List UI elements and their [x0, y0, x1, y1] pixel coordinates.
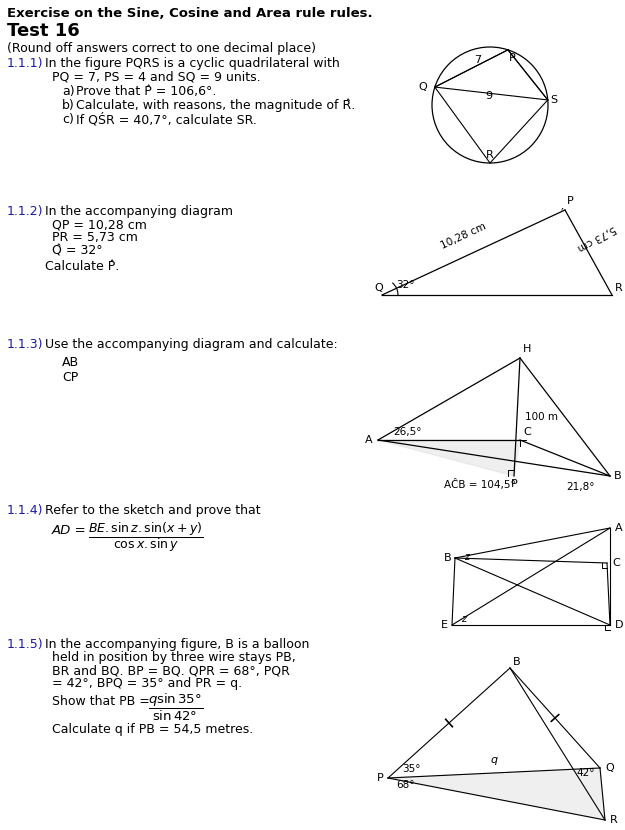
Text: 32°: 32°: [396, 280, 414, 290]
Text: c): c): [62, 113, 74, 126]
Text: 1.1.3): 1.1.3): [7, 338, 44, 351]
Text: z: z: [464, 552, 469, 562]
Text: R: R: [610, 815, 618, 825]
Text: Test 16: Test 16: [7, 22, 80, 40]
Text: If QŚR = 40,7°, calculate SR.: If QŚR = 40,7°, calculate SR.: [76, 113, 257, 126]
Text: $\dfrac{BE \mathit{.} \sin z \mathit{.} \sin(x+y)}{\cos x \mathit{.} \sin y}$: $\dfrac{BE \mathit{.} \sin z \mathit{.} …: [88, 520, 204, 554]
Text: 26,5°: 26,5°: [393, 427, 421, 437]
Text: D: D: [615, 620, 624, 630]
Text: 5,73 cm: 5,73 cm: [576, 223, 618, 252]
Text: In the figure PQRS is a cyclic quadrilateral with: In the figure PQRS is a cyclic quadrilat…: [45, 57, 340, 70]
Text: ′: ′: [561, 206, 564, 219]
Text: In the accompanying diagram: In the accompanying diagram: [45, 205, 233, 218]
Text: 1.1.5): 1.1.5): [7, 638, 44, 651]
Text: (Round off answers correct to one decimal place): (Round off answers correct to one decima…: [7, 42, 316, 55]
Polygon shape: [388, 768, 605, 820]
Text: b): b): [62, 99, 75, 112]
Text: AB: AB: [62, 356, 79, 369]
Text: PQ = 7, PS = 4 and SQ = 9 units.: PQ = 7, PS = 4 and SQ = 9 units.: [52, 70, 261, 83]
Text: Calculate q if PB = 54,5 metres.: Calculate q if PB = 54,5 metres.: [52, 723, 253, 736]
Text: P: P: [509, 53, 515, 63]
Text: P: P: [511, 479, 518, 489]
Text: B: B: [513, 657, 521, 667]
Text: H: H: [523, 344, 531, 354]
Text: Q: Q: [419, 82, 428, 92]
Text: QP = 10,28 cm: QP = 10,28 cm: [52, 218, 147, 231]
Text: 1.1.1): 1.1.1): [7, 57, 44, 70]
Text: 10,28 cm: 10,28 cm: [439, 221, 488, 251]
Text: PR = 5,73 cm: PR = 5,73 cm: [52, 231, 138, 244]
Text: Calculate P̂.: Calculate P̂.: [45, 260, 119, 273]
Text: AĈB = 104,5°: AĈB = 104,5°: [444, 479, 516, 490]
Text: R: R: [486, 150, 494, 160]
Polygon shape: [378, 440, 520, 476]
Text: P: P: [567, 196, 574, 206]
Text: 9: 9: [485, 90, 492, 100]
Text: BR and BQ. BP = BQ. QPR = 68°, PQR: BR and BQ. BP = BQ. QPR = 68°, PQR: [52, 664, 290, 677]
Text: B: B: [444, 553, 452, 563]
Text: C: C: [612, 558, 620, 568]
Text: 21,8°: 21,8°: [566, 482, 595, 492]
Text: Calculate, with reasons, the magnitude of R̂.: Calculate, with reasons, the magnitude o…: [76, 99, 355, 113]
Text: In the accompanying figure, B is a balloon: In the accompanying figure, B is a ballo…: [45, 638, 309, 651]
Text: 7: 7: [474, 56, 481, 66]
Text: $\dfrac{q \sin 35°}{\sin 42°}$: $\dfrac{q \sin 35°}{\sin 42°}$: [148, 692, 203, 723]
Text: Prove that P̂ = 106,6°.: Prove that P̂ = 106,6°.: [76, 85, 216, 98]
Text: Q: Q: [605, 763, 614, 773]
Text: 68°: 68°: [396, 780, 414, 790]
Text: C: C: [523, 427, 531, 437]
Text: Q: Q: [374, 283, 382, 293]
Text: Show that PB =: Show that PB =: [52, 695, 150, 708]
Text: B: B: [614, 471, 622, 481]
Text: 1.1.2): 1.1.2): [7, 205, 44, 218]
Text: 1.1.4): 1.1.4): [7, 504, 44, 517]
Text: P: P: [377, 773, 384, 783]
Text: q: q: [491, 755, 498, 765]
Text: = 42°, BPQ = 35° and PR = q.: = 42°, BPQ = 35° and PR = q.: [52, 677, 242, 690]
Text: A: A: [365, 435, 372, 445]
Text: Q̂ = 32°: Q̂ = 32°: [52, 244, 102, 257]
Text: R: R: [615, 283, 622, 293]
Text: A: A: [615, 523, 622, 533]
Text: z: z: [461, 614, 466, 624]
Text: Exercise on the Sine, Cosine and Area rule rules.: Exercise on the Sine, Cosine and Area ru…: [7, 7, 372, 20]
Text: S: S: [550, 95, 558, 105]
Text: AD =: AD =: [52, 524, 87, 537]
Text: 100 m: 100 m: [525, 412, 558, 422]
Text: E: E: [441, 620, 448, 630]
Text: 35°: 35°: [402, 764, 421, 774]
Text: held in position by three wire stays PB,: held in position by three wire stays PB,: [52, 651, 296, 664]
Text: CP: CP: [62, 371, 78, 384]
Text: 42°: 42°: [576, 768, 594, 778]
Text: Use the accompanying diagram and calculate:: Use the accompanying diagram and calcula…: [45, 338, 338, 351]
Text: a): a): [62, 85, 74, 98]
Text: Refer to the sketch and prove that: Refer to the sketch and prove that: [45, 504, 261, 517]
